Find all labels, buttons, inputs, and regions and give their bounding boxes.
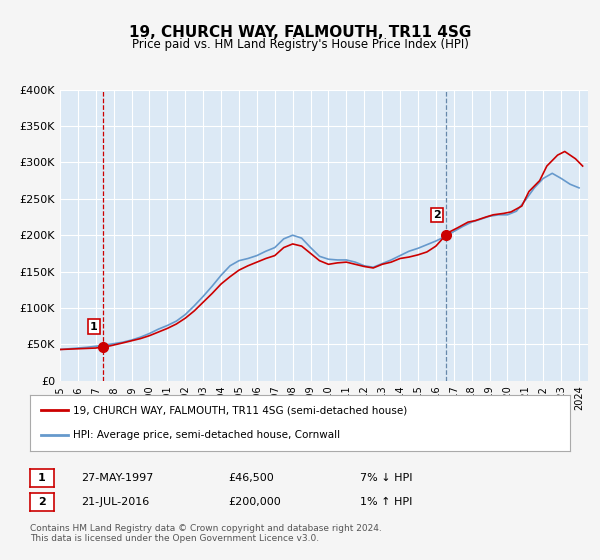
Text: Contains HM Land Registry data © Crown copyright and database right 2024.
This d: Contains HM Land Registry data © Crown c… <box>30 524 382 543</box>
Text: 1: 1 <box>90 321 98 332</box>
Text: 2: 2 <box>38 497 46 507</box>
Text: 7% ↓ HPI: 7% ↓ HPI <box>360 473 413 483</box>
Text: 1% ↑ HPI: 1% ↑ HPI <box>360 497 412 507</box>
Text: 1: 1 <box>38 473 46 483</box>
Text: 19, CHURCH WAY, FALMOUTH, TR11 4SG (semi-detached house): 19, CHURCH WAY, FALMOUTH, TR11 4SG (semi… <box>73 405 407 416</box>
Text: 21-JUL-2016: 21-JUL-2016 <box>81 497 149 507</box>
Text: £46,500: £46,500 <box>228 473 274 483</box>
Text: £200,000: £200,000 <box>228 497 281 507</box>
Text: HPI: Average price, semi-detached house, Cornwall: HPI: Average price, semi-detached house,… <box>73 430 340 440</box>
Text: 27-MAY-1997: 27-MAY-1997 <box>81 473 154 483</box>
Text: Price paid vs. HM Land Registry's House Price Index (HPI): Price paid vs. HM Land Registry's House … <box>131 38 469 51</box>
Text: 2: 2 <box>433 210 440 220</box>
Text: 19, CHURCH WAY, FALMOUTH, TR11 4SG: 19, CHURCH WAY, FALMOUTH, TR11 4SG <box>129 25 471 40</box>
